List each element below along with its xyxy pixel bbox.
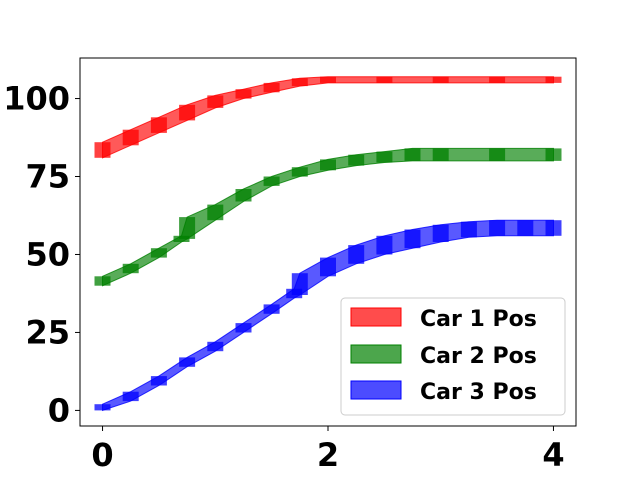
series-car-2 <box>94 147 562 287</box>
legend-label-car-1: Car 1 Pos <box>420 307 537 332</box>
series-band <box>102 219 554 412</box>
y-tick-label: 75 <box>25 158 70 196</box>
legend: Car 1 Pos Car 2 Pos Car 3 Pos <box>340 297 566 416</box>
series-layer <box>94 76 562 412</box>
y-tick-label: 25 <box>25 313 70 351</box>
y-tick-label: 50 <box>25 235 70 273</box>
series-band <box>102 76 554 159</box>
x-tick-label: 4 <box>542 436 564 474</box>
y-tick-label: 100 <box>3 80 70 118</box>
x-tick-label: 2 <box>317 436 339 474</box>
series-car-1 <box>94 76 562 159</box>
legend-label-car-3: Car 3 Pos <box>420 380 537 405</box>
x-axis: 0 2 4 <box>91 426 565 474</box>
legend-swatch-car-2 <box>350 344 402 364</box>
series-car-3 <box>94 219 562 412</box>
legend-label-car-2: Car 2 Pos <box>420 344 537 369</box>
y-tick-label: 0 <box>48 391 70 429</box>
y-axis: 0 25 50 75 100 <box>3 80 80 429</box>
legend-swatch-car-3 <box>350 380 402 400</box>
legend-swatch-car-1 <box>350 307 402 327</box>
x-tick-label: 0 <box>91 436 113 474</box>
series-band <box>102 147 554 287</box>
